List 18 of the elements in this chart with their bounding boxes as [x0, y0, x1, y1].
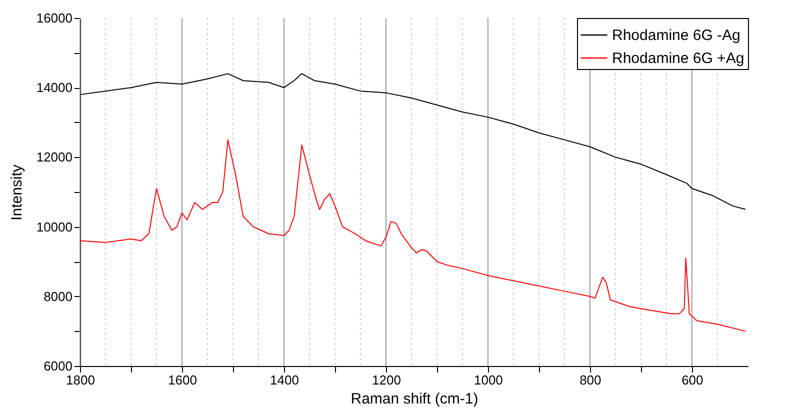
legend-label: Rhodamine 6G +Ag [612, 50, 744, 67]
x-axis-title: Raman shift (cm-1) [350, 390, 478, 408]
y-tick-label: 14000 [36, 80, 72, 96]
y-tick-label: 6000 [44, 358, 72, 374]
x-tick-label: 1400 [270, 372, 299, 388]
x-tick-label: 1200 [372, 372, 401, 388]
y-tick-label: 10000 [36, 219, 72, 234]
x-tick-label: 1600 [168, 372, 197, 388]
legend-label: Rhodamine 6G -Ag [612, 27, 740, 44]
x-tick-label: 800 [580, 372, 602, 388]
y-tick-label: 16000 [36, 10, 72, 26]
x-tick-label: 1800 [66, 372, 95, 388]
y-tick-label: 8000 [44, 288, 72, 304]
x-tick-label: 600 [682, 372, 704, 388]
line-series [80, 139, 746, 332]
y-axis-title: Intensity [8, 164, 26, 220]
x-tick-label: 1000 [474, 372, 503, 388]
y-tick-label: 12000 [36, 150, 72, 165]
